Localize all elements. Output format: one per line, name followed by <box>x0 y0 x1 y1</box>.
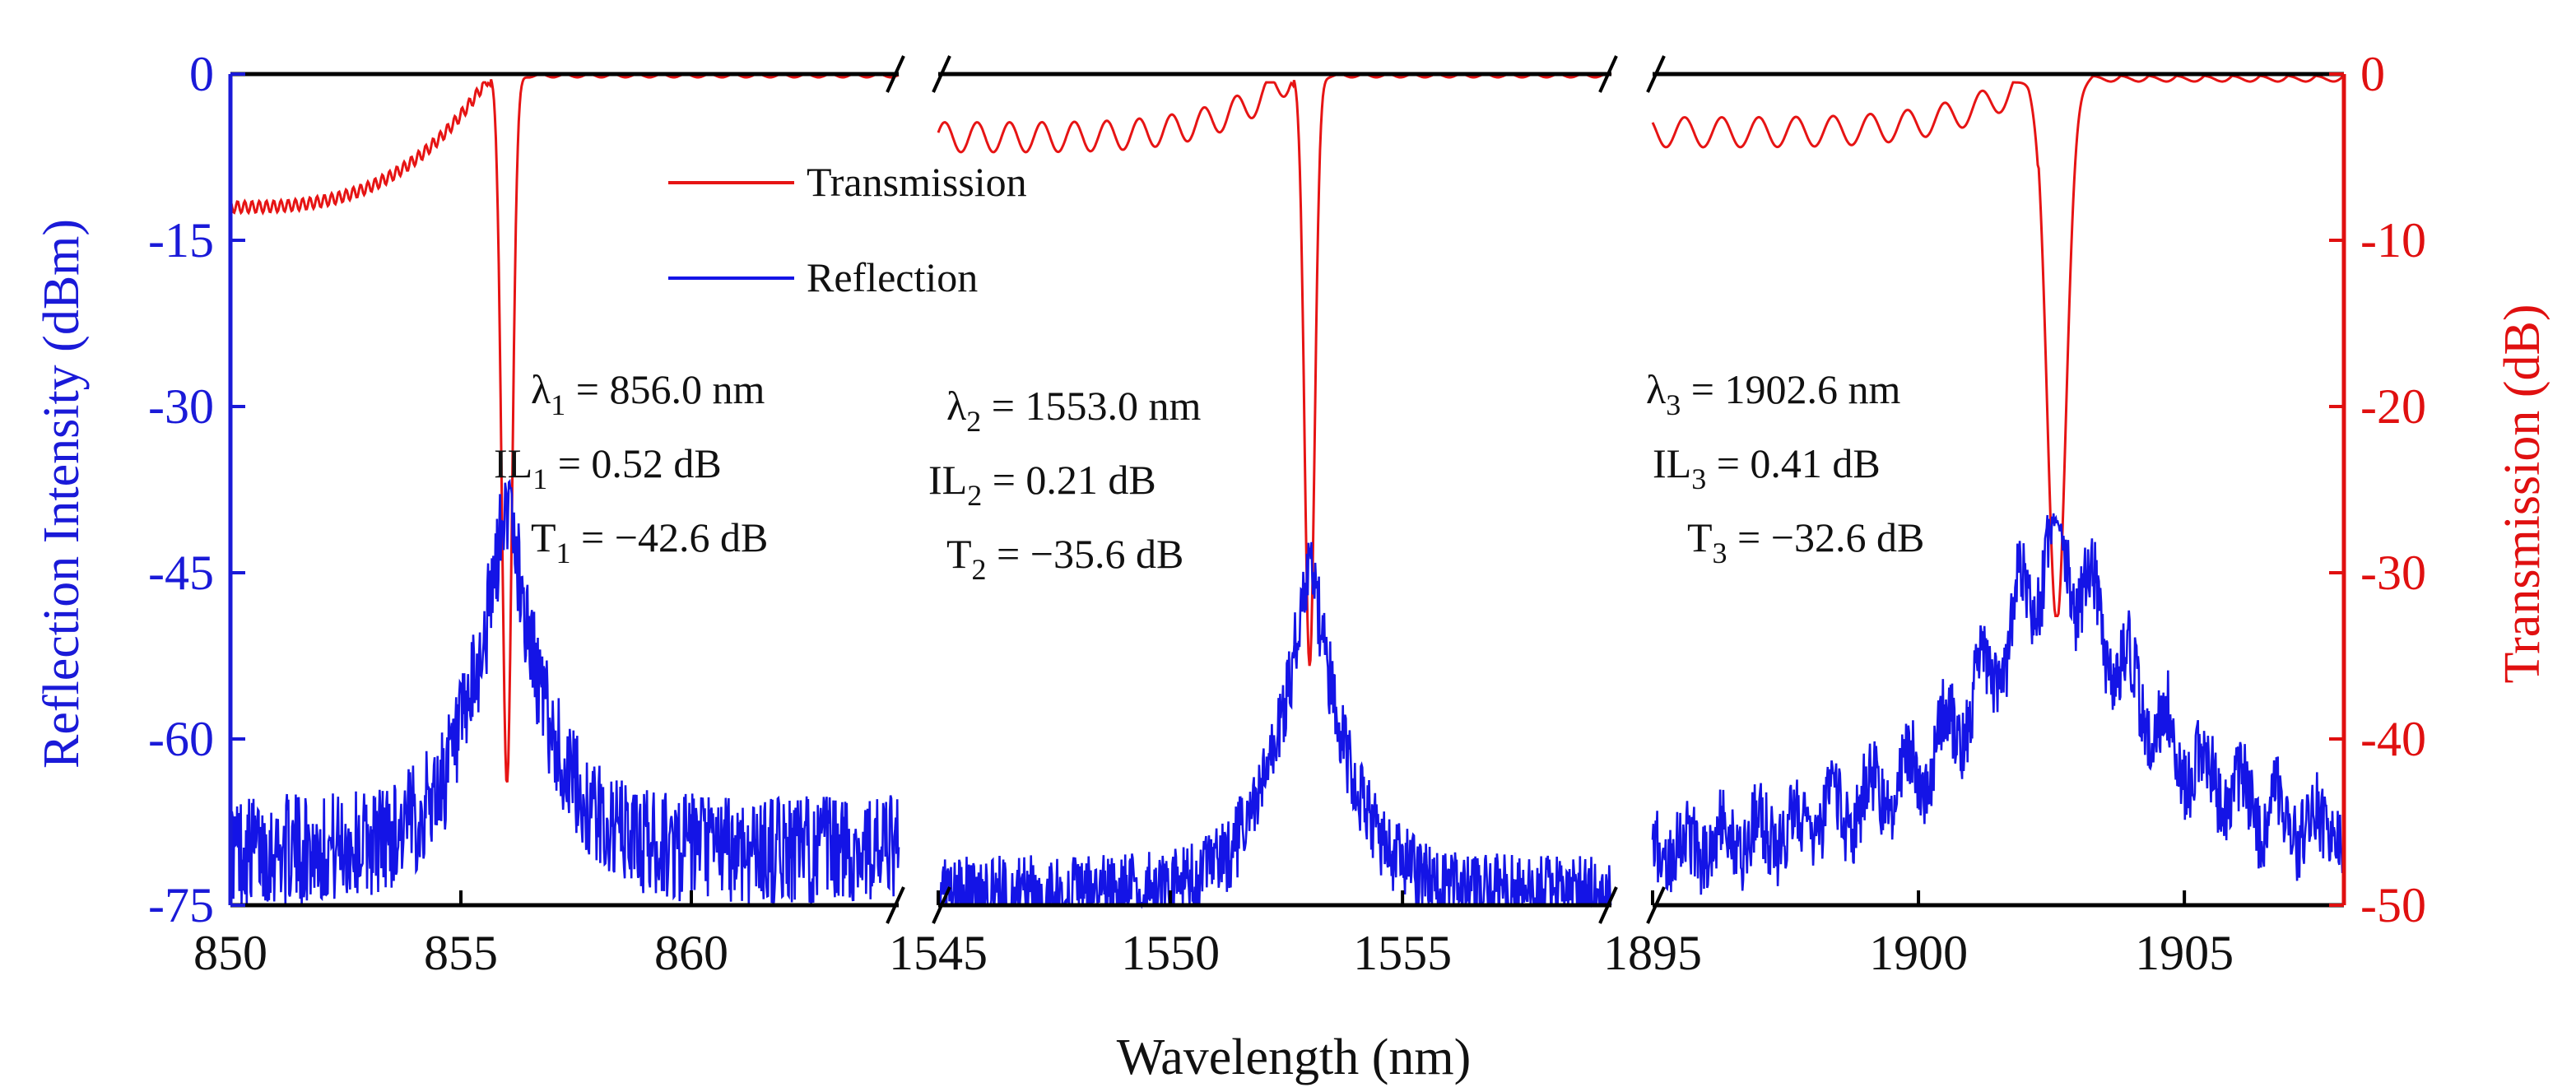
annotation-line-2-1: λ2 = 1553.0 nm <box>946 383 1201 438</box>
axis-break-mark <box>1598 886 1618 924</box>
y-right-tick-label: -20 <box>2360 379 2426 434</box>
annotation-line-3-2: IL3 = 0.41 dB <box>1653 440 1881 495</box>
y-right-tick-label: -50 <box>2360 878 2426 932</box>
x-tick-label: 855 <box>424 926 498 980</box>
annotation-line-1-1: λ1 = 856.0 nm <box>531 366 765 421</box>
y-left-tick-label: -15 <box>148 213 214 267</box>
y-left-tick-label: -45 <box>148 546 214 600</box>
x-tick-label: 1545 <box>889 926 988 980</box>
axis-break-mark <box>886 886 905 924</box>
axis-break-mark <box>1646 886 1666 924</box>
peak-annotations: λ1 = 856.0 nm IL1 = 0.52 dB T1 = −42.6 dB λ… <box>494 366 1924 586</box>
y-left-tick-label: -30 <box>148 379 214 434</box>
axis-break-mark <box>1646 55 1666 93</box>
transmission-line-segment-3 <box>1651 74 2345 617</box>
legend-reflection-label: Reflection <box>807 254 978 300</box>
x-tick-label: 1550 <box>1121 926 1220 980</box>
axis-break-mark <box>886 55 905 93</box>
transmission-line-segment-2 <box>937 72 1612 667</box>
annotation-line-3-1: λ3 = 1902.6 nm <box>1646 366 1900 421</box>
y-axis-left-title: Reflection Intensity (dBm) <box>34 219 90 769</box>
x-tick-label: 850 <box>193 926 267 980</box>
y-axis-right-title: Transmission (dB) <box>2495 304 2550 683</box>
x-tick-label: 860 <box>654 926 728 980</box>
axis-break-mark <box>932 55 951 93</box>
annotation-line-1-2: IL1 = 0.52 dB <box>494 440 722 495</box>
axis-break-mark <box>932 886 951 924</box>
annotation-line-2-3: T2 = −35.6 dB <box>946 531 1183 586</box>
y-left-tick-label: 0 <box>189 47 214 101</box>
y-left-tick-label: -75 <box>148 878 214 932</box>
x-tick-label: 1900 <box>1869 926 1968 980</box>
y-left-tick-label: -60 <box>148 712 214 766</box>
axes: 850 855 860 1545 1550 1555 1895 1900 1905 0 -15 -30… <box>148 47 2426 980</box>
y-right-tick-label: -30 <box>2360 546 2426 600</box>
legend-transmission-label: Transmission <box>807 159 1027 205</box>
annotation-line-1-3: T1 = −42.6 dB <box>531 514 768 569</box>
x-tick-label: 1555 <box>1353 926 1452 980</box>
x-tick-label: 1905 <box>2135 926 2234 980</box>
axis-break-mark <box>1598 55 1618 93</box>
legend: Transmission Reflection <box>668 159 1027 300</box>
x-tick-label: 1895 <box>1603 926 1702 980</box>
y-right-tick-label: 0 <box>2360 47 2385 101</box>
reflection-line-segment-1 <box>229 478 900 905</box>
annotation-line-2-2: IL2 = 0.21 dB <box>928 457 1156 512</box>
transmission-line-segment-1 <box>229 72 900 783</box>
reflection-line-segment-2 <box>937 541 1612 909</box>
reflection-line-segment-3 <box>1651 513 2346 895</box>
y-right-tick-label: -10 <box>2360 213 2426 267</box>
annotation-line-3-3: T3 = −32.6 dB <box>1687 514 1924 569</box>
y-right-tick-label: -40 <box>2360 712 2426 766</box>
x-axis-title: Wavelength (nm) <box>1117 1029 1472 1085</box>
